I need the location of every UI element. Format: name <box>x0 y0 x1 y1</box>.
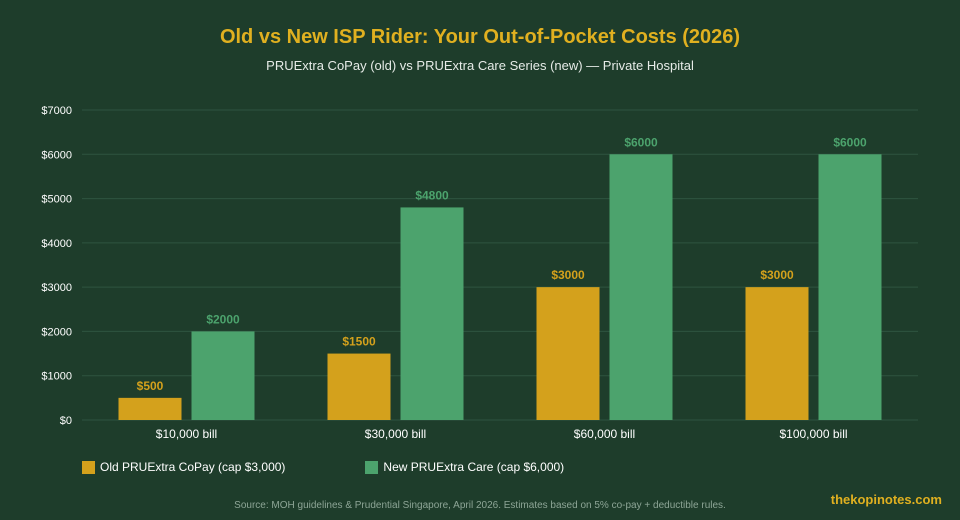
y-tick-label: $7000 <box>41 105 72 117</box>
x-tick-label: $100,000 bill <box>779 427 847 441</box>
data-label-old: $1500 <box>342 335 376 349</box>
data-label-new: $6000 <box>624 135 658 149</box>
bar-new <box>400 207 464 420</box>
y-tick-label: $2000 <box>41 326 72 338</box>
legend-label-new: New PRUExtra Care (cap $6,000) <box>383 460 565 474</box>
data-label-old: $3000 <box>551 268 585 282</box>
y-tick-label: $3000 <box>41 282 72 294</box>
data-label-old: $500 <box>137 379 164 393</box>
legend-swatch-new <box>365 460 379 474</box>
y-tick-label: $5000 <box>41 194 72 206</box>
bar-old <box>745 287 809 420</box>
x-tick-label: $10,000 bill <box>156 427 217 441</box>
bar-old <box>118 397 182 420</box>
legend-swatch-old <box>82 460 95 474</box>
legend-item-old: Old PRUExtra CoPay (cap $3,000) <box>82 460 285 474</box>
chart-title: Old vs New ISP Rider: Your Out-of-Pocket… <box>219 26 741 48</box>
y-tick-label: $0 <box>60 415 72 427</box>
bar-new <box>609 154 673 421</box>
data-label-new: $2000 <box>206 312 240 326</box>
chart-subtitle: PRUExtra CoPay (old) vs PRUExtra Care Se… <box>266 58 694 73</box>
x-tick-label: $30,000 bill <box>365 427 426 441</box>
legend-label-old: Old PRUExtra CoPay (cap $3,000) <box>100 460 286 474</box>
bar-new <box>191 331 255 420</box>
bar-old <box>327 353 391 420</box>
legend: Old PRUExtra CoPay (cap $3,000) New PRUE… <box>82 460 564 474</box>
data-label-new: $4800 <box>415 188 449 202</box>
source-note: Source: MOH guidelines & Prudential Sing… <box>234 500 726 511</box>
y-tick-label: $6000 <box>41 149 72 161</box>
bar-new <box>818 154 882 421</box>
bar-old <box>536 287 600 420</box>
legend-item-new: New PRUExtra Care (cap $6,000) <box>365 460 564 474</box>
x-tick-label: $60,000 bill <box>574 427 635 441</box>
brand-watermark: thekopinotes.com <box>830 492 942 507</box>
data-label-old: $3000 <box>760 268 794 282</box>
data-label-new: $6000 <box>833 135 867 149</box>
y-tick-label: $4000 <box>41 238 72 250</box>
y-tick-label: $1000 <box>41 371 72 383</box>
